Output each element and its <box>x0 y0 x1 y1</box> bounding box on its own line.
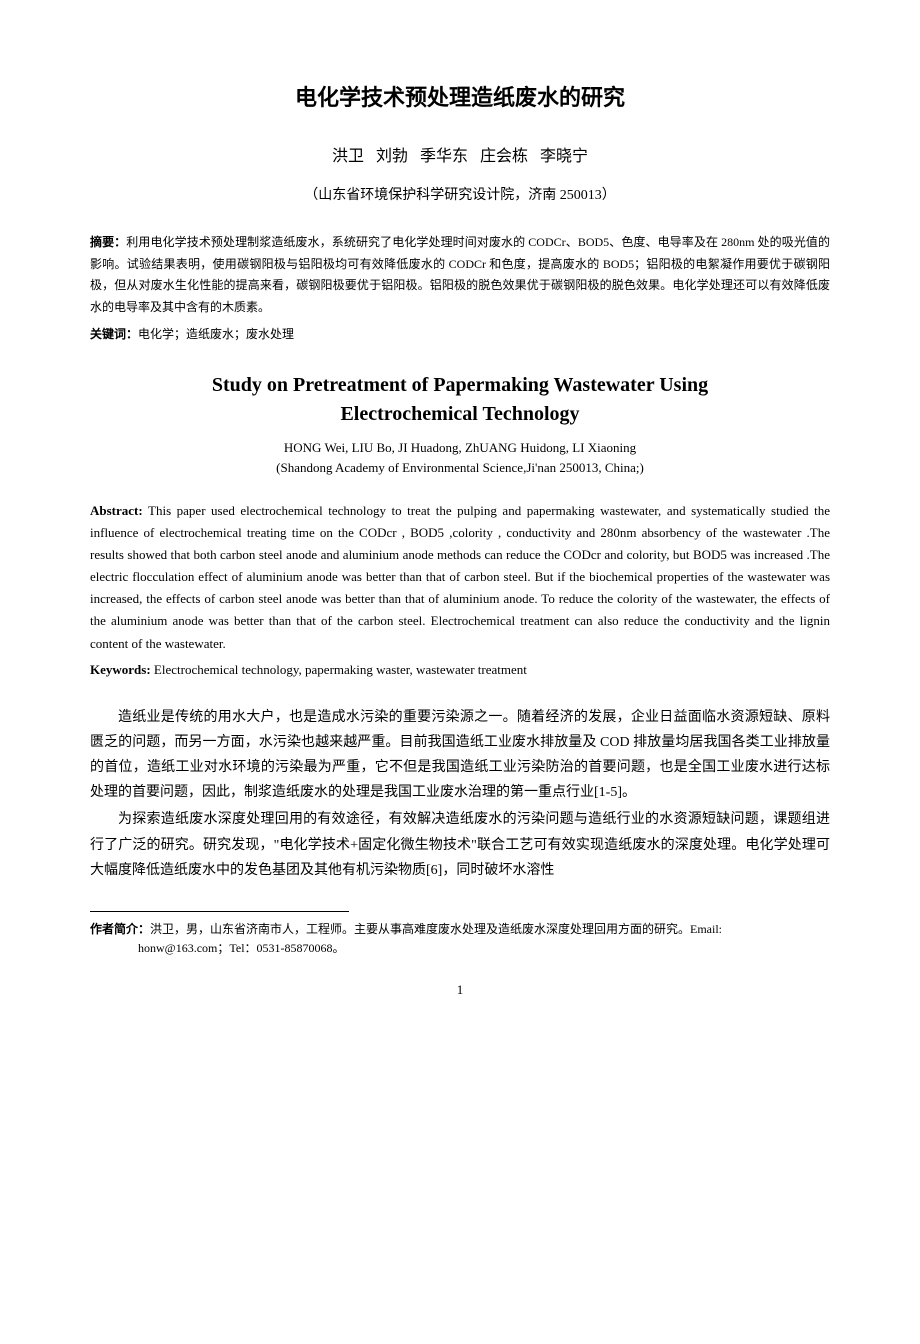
keywords-chinese: 关键词：电化学；造纸废水；废水处理 <box>90 324 830 346</box>
keywords-english: Keywords: Electrochemical technology, pa… <box>90 659 830 681</box>
affiliation-english: (Shandong Academy of Environmental Scien… <box>90 460 830 476</box>
keywords-en-label: Keywords: <box>90 662 151 677</box>
footnote-text: 洪卫，男，山东省济南市人，工程师。主要从事高难度废水处理及造纸废水深度处理回用方… <box>150 922 722 936</box>
footnote-label: 作者简介： <box>90 922 150 936</box>
keywords-cn-text: 电化学；造纸废水；废水处理 <box>138 327 294 341</box>
abstract-english: Abstract: This paper used electrochemica… <box>90 500 830 655</box>
keywords-cn-label: 关键词： <box>90 327 138 341</box>
keywords-en-text: Electrochemical technology, papermaking … <box>151 662 527 677</box>
abstract-en-text: This paper used electrochemical technolo… <box>90 503 830 651</box>
body-paragraph-2: 为探索造纸废水深度处理回用的有效途径，有效解决造纸废水的污染问题与造纸行业的水资… <box>90 807 830 883</box>
affiliation-chinese: （山东省环境保护科学研究设计院，济南 250013） <box>90 184 830 204</box>
title-english-line2: Electrochemical Technology <box>90 403 830 426</box>
authors-chinese: 洪卫 刘勃 季华东 庄会栋 李晓宁 <box>90 142 830 166</box>
footnote-separator <box>90 911 349 912</box>
abstract-en-label: Abstract: <box>90 503 143 518</box>
authors-english: HONG Wei, LIU Bo, JI Huadong, ZhUANG Hui… <box>90 440 830 456</box>
abstract-cn-text: 利用电化学技术预处理制浆造纸废水，系统研究了电化学处理时间对废水的 CODCr、… <box>90 235 830 314</box>
page-number: 1 <box>90 982 830 998</box>
abstract-chinese: 摘要：利用电化学技术预处理制浆造纸废水，系统研究了电化学处理时间对废水的 COD… <box>90 232 830 318</box>
author-bio-footnote: 作者简介：洪卫，男，山东省济南市人，工程师。主要从事高难度废水处理及造纸废水深度… <box>90 920 830 939</box>
footnote-contact: honw@163.com；Tel：0531-85870068。 <box>90 939 830 958</box>
title-chinese: 电化学技术预处理造纸废水的研究 <box>90 80 830 112</box>
title-english-line1: Study on Pretreatment of Papermaking Was… <box>90 374 830 397</box>
body-paragraph-1: 造纸业是传统的用水大户，也是造成水污染的重要污染源之一。随着经济的发展，企业日益… <box>90 705 830 806</box>
abstract-cn-label: 摘要： <box>90 235 126 249</box>
